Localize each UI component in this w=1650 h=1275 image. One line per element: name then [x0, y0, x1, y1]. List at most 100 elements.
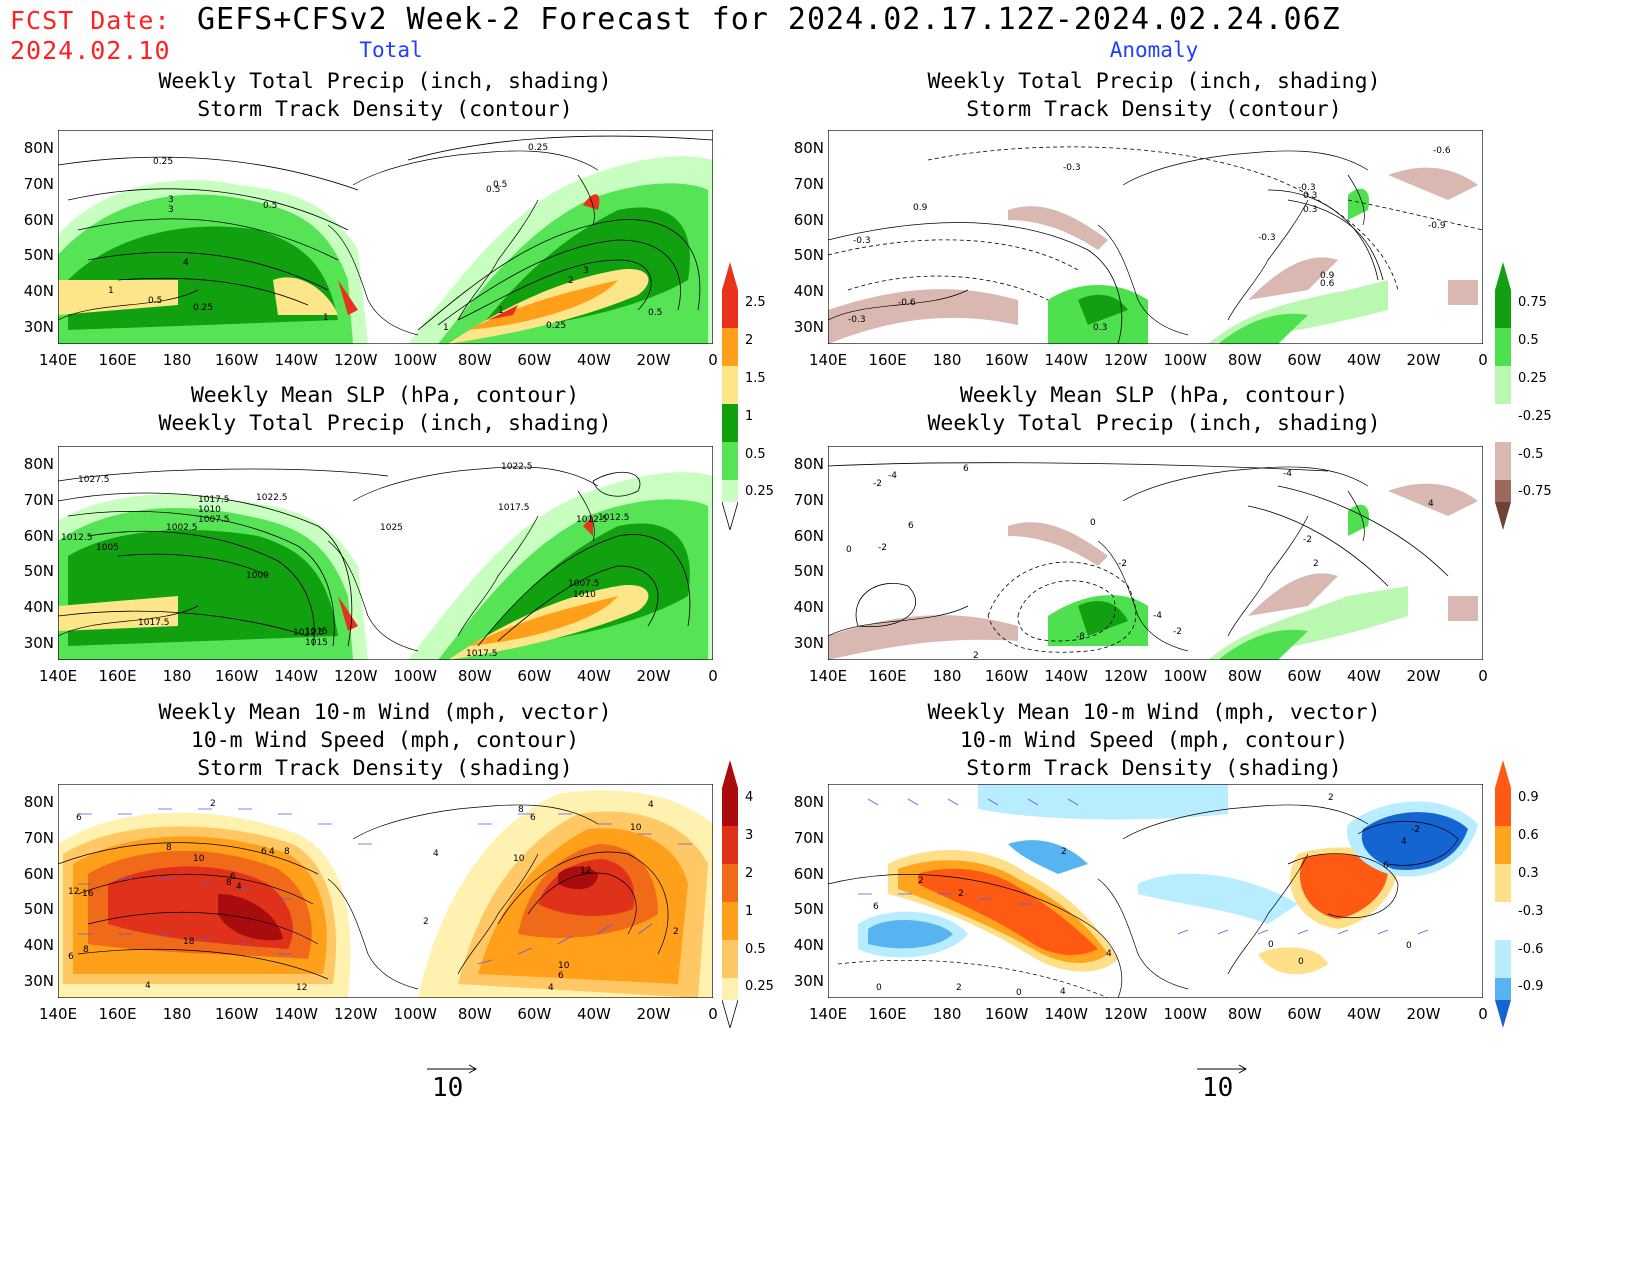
longitude-tick-label: 0: [1478, 351, 1488, 369]
longitude-tick-label: 0: [1478, 667, 1488, 685]
svg-text:2: 2: [1328, 793, 1334, 803]
longitude-tick-label: 140E: [808, 351, 848, 369]
svg-text:-0.3: -0.3: [1258, 233, 1276, 243]
svg-text:-0.3: -0.3: [1298, 183, 1316, 193]
svg-text:4: 4: [1428, 499, 1434, 509]
svg-text:-0.3: -0.3: [853, 236, 871, 246]
contour-labels: 0.25 0.25 3 3 0.5 4 1 0.5 0.25 1 0.5 1 2…: [108, 143, 662, 333]
longitude-tick-label: 20W: [636, 667, 671, 685]
svg-text:2: 2: [918, 876, 924, 886]
longitude-tick-label: 160W: [214, 1005, 259, 1023]
svg-text:1017.5: 1017.5: [498, 503, 530, 513]
latitude-tick-label: 70N: [793, 175, 824, 193]
latitude-tick-label: 40N: [23, 598, 54, 616]
latitude-tick-label: 50N: [793, 562, 824, 580]
svg-text:0.5: 0.5: [493, 180, 507, 190]
column-title-anomaly: Anomaly: [1109, 38, 1199, 62]
svg-text:4: 4: [433, 849, 439, 859]
svg-text:6: 6: [1383, 861, 1389, 871]
colorbar-swatch: [722, 902, 738, 940]
svg-text:0: 0: [846, 545, 852, 555]
svg-text:4: 4: [648, 800, 654, 810]
svg-text:3: 3: [168, 205, 174, 215]
svg-text:-2: -2: [1173, 627, 1182, 637]
longitude-tick-label: 20W: [1406, 351, 1441, 369]
latitude-tick-label: 50N: [23, 246, 54, 264]
longitude-tick-label: 80W: [457, 667, 492, 685]
map-anom-precip-storm: -0.3 0.9 -0.3 -0.3 -0.6 -0.3 0.3 -0.6 0.…: [828, 130, 1483, 344]
longitude-tick-label: 160E: [868, 667, 907, 685]
latitude-tick-label: 70N: [793, 491, 824, 509]
longitude-tick-label: 160E: [868, 1005, 907, 1023]
svg-text:2: 2: [958, 889, 964, 899]
latitude-tick-label: 30N: [23, 318, 54, 336]
longitude-tick-label: 120W: [333, 351, 378, 369]
svg-text:1022.5: 1022.5: [501, 462, 533, 472]
wind-speed-contours: [58, 842, 669, 980]
contour-labels: -0.3 0.9 -0.3 -0.3 -0.6 -0.3 0.3 -0.6 0.…: [848, 146, 1451, 333]
latitude-tick-label: 60N: [793, 865, 824, 883]
longitude-tick-label: 100W: [393, 667, 437, 685]
colorbar-label: 2.5: [745, 295, 766, 310]
latitude-tick-label: 30N: [793, 634, 824, 652]
longitude-tick-label: 140W: [1044, 351, 1088, 369]
coastlines: [828, 466, 1369, 652]
reference-vector-label-left: 10: [432, 1073, 464, 1103]
longitude-tick-label: 0: [708, 351, 718, 369]
svg-text:1017.5: 1017.5: [466, 649, 498, 659]
colorbar-precip-anomaly: [1495, 262, 1511, 530]
svg-text:1012.5: 1012.5: [598, 513, 630, 523]
colorbar-label: 3: [745, 828, 754, 843]
svg-text:1012.5: 1012.5: [576, 515, 608, 525]
coastlines: [327, 804, 599, 990]
precip-anomaly-shading: [828, 167, 1478, 344]
colorbar-swatch: [1495, 940, 1511, 978]
longitude-tick-label: 160W: [984, 667, 1029, 685]
longitude-tick-label: 140E: [808, 667, 848, 685]
longitude-tick-label: 160E: [868, 351, 907, 369]
svg-text:-2: -2: [873, 479, 882, 489]
svg-text:4: 4: [1060, 987, 1066, 997]
map-total-precip-storm: 0.25 0.25 3 3 0.5 4 1 0.5 0.25 1 0.5 1 2…: [58, 130, 713, 344]
latitude-tick-label: 50N: [793, 246, 824, 264]
colorbar-label: -0.9: [1518, 979, 1544, 994]
svg-text:3: 3: [168, 195, 174, 205]
colorbar-swatch: [722, 480, 738, 502]
svg-text:6: 6: [76, 813, 82, 823]
svg-text:1005: 1005: [96, 543, 119, 553]
latitude-tick-label: 80N: [23, 139, 54, 157]
svg-text:6: 6: [230, 872, 236, 882]
svg-text:1: 1: [443, 323, 449, 333]
svg-text:16: 16: [82, 889, 94, 899]
svg-text:2: 2: [423, 917, 429, 927]
wind-speed-anomaly-contours: [828, 820, 1459, 998]
svg-text:1007.5: 1007.5: [568, 579, 600, 589]
latitude-tick-label: 80N: [793, 139, 824, 157]
svg-text:0.25: 0.25: [546, 321, 566, 331]
longitude-tick-label: 20W: [1406, 667, 1441, 685]
longitude-tick-label: 140W: [274, 1005, 318, 1023]
longitude-tick-label: 40W: [576, 1005, 611, 1023]
svg-text:1010: 1010: [198, 505, 221, 515]
longitude-tick-label: 100W: [1163, 1005, 1207, 1023]
colorbar-label: 1: [745, 409, 754, 424]
latitude-tick-label: 30N: [793, 318, 824, 336]
colorbar-storm-total: [722, 760, 738, 1028]
wind-vectors: [858, 798, 1429, 935]
svg-text:0.25: 0.25: [528, 143, 548, 153]
storm-density-contours: [58, 135, 713, 331]
storm-density-anomaly-shading: [858, 784, 1478, 975]
svg-text:-0.9: -0.9: [1428, 221, 1446, 231]
slp-contours: [58, 468, 691, 647]
svg-text:12: 12: [580, 866, 591, 876]
colorbar-precip-total: [722, 262, 738, 530]
longitude-tick-label: 40W: [576, 667, 611, 685]
colorbar-swatch: [722, 442, 738, 480]
contour-labels: 1027.5 1017.5 1022.5 1010 1007.5 1002.5 …: [61, 462, 630, 659]
svg-text:0.5: 0.5: [148, 296, 162, 306]
svg-text:0: 0: [1016, 988, 1022, 998]
longitude-tick-label: 80W: [1227, 1005, 1262, 1023]
longitude-tick-label: 60W: [1287, 1005, 1322, 1023]
colorbar-label: 1: [745, 904, 754, 919]
colorbar-label: 1.5: [745, 371, 766, 386]
